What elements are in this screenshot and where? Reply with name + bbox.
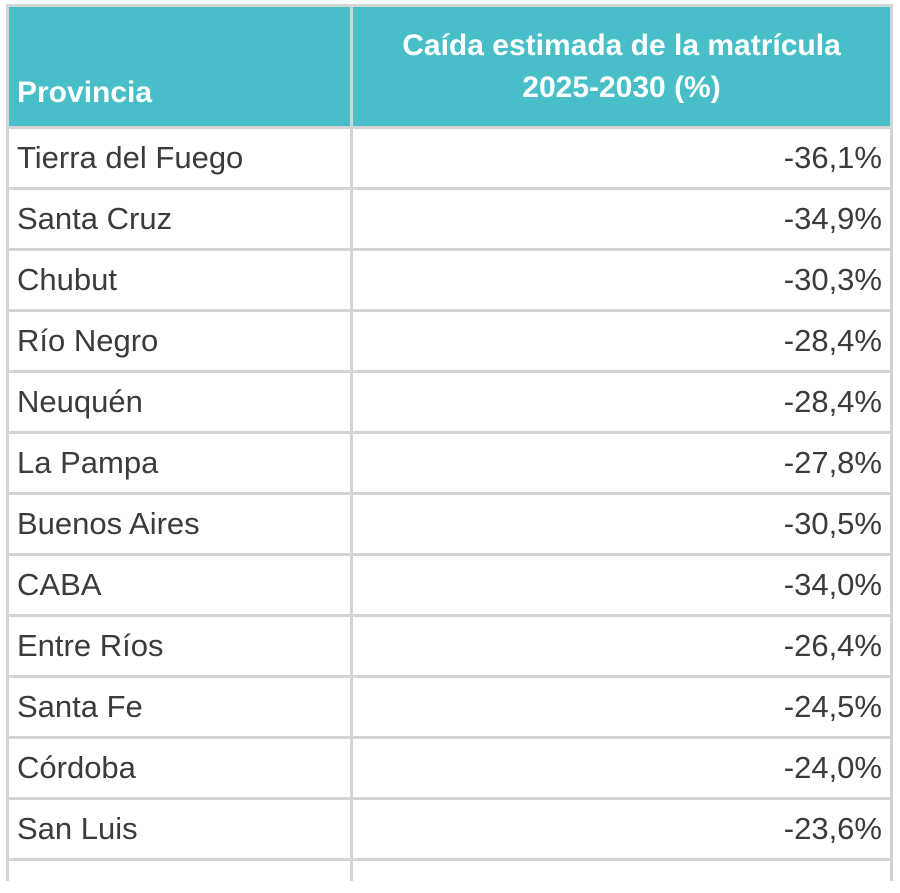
- enrollment-drop-table-container: Provincia Caída estimada de la matrícula…: [6, 4, 893, 881]
- drop-value-cell: -30,5%: [350, 492, 893, 556]
- table-row: Buenos Aires -30,5%: [6, 492, 893, 556]
- header-province: Provincia: [6, 4, 353, 129]
- table-row: La Pampa -27,8%: [6, 431, 893, 495]
- province-cell: Córdoba: [6, 736, 353, 800]
- drop-value-cell: -36,1%: [350, 126, 893, 190]
- cut-off-cell: [6, 858, 353, 881]
- drop-value-cell: -28,4%: [350, 309, 893, 373]
- table-row: Córdoba -24,0%: [6, 736, 893, 800]
- province-cell: San Luis: [6, 797, 353, 861]
- province-cell: Santa Cruz: [6, 187, 353, 251]
- province-cell: Entre Ríos: [6, 614, 353, 678]
- table-row: San Luis -23,6%: [6, 797, 893, 861]
- table-row: Río Negro -28,4%: [6, 309, 893, 373]
- drop-value-cell: -30,3%: [350, 248, 893, 312]
- province-cell: CABA: [6, 553, 353, 617]
- cut-off-cell: [350, 858, 893, 881]
- province-cell: Río Negro: [6, 309, 353, 373]
- province-cell: Santa Fe: [6, 675, 353, 739]
- table-row: Santa Fe -24,5%: [6, 675, 893, 739]
- province-cell: Neuquén: [6, 370, 353, 434]
- table-row-cut-off: [6, 858, 893, 881]
- drop-value-cell: -34,0%: [350, 553, 893, 617]
- table-header-row: Provincia Caída estimada de la matrícula…: [6, 4, 893, 129]
- table-row: CABA -34,0%: [6, 553, 893, 617]
- table-body: Tierra del Fuego -36,1% Santa Cruz -34,9…: [6, 126, 893, 881]
- province-cell: La Pampa: [6, 431, 353, 495]
- drop-value-cell: -23,6%: [350, 797, 893, 861]
- table-row: Chubut -30,3%: [6, 248, 893, 312]
- enrollment-drop-table: Provincia Caída estimada de la matrícula…: [6, 4, 893, 881]
- province-cell: Chubut: [6, 248, 353, 312]
- drop-value-cell: -34,9%: [350, 187, 893, 251]
- table-row: Neuquén -28,4%: [6, 370, 893, 434]
- drop-value-cell: -24,0%: [350, 736, 893, 800]
- drop-value-cell: -26,4%: [350, 614, 893, 678]
- drop-value-cell: -27,8%: [350, 431, 893, 495]
- drop-value-cell: -28,4%: [350, 370, 893, 434]
- drop-value-cell: -24,5%: [350, 675, 893, 739]
- province-cell: Buenos Aires: [6, 492, 353, 556]
- header-enrollment-drop: Caída estimada de la matrícula 2025-2030…: [350, 4, 893, 129]
- table-row: Entre Ríos -26,4%: [6, 614, 893, 678]
- table-row: Tierra del Fuego -36,1%: [6, 126, 893, 190]
- table-row: Santa Cruz -34,9%: [6, 187, 893, 251]
- province-cell: Tierra del Fuego: [6, 126, 353, 190]
